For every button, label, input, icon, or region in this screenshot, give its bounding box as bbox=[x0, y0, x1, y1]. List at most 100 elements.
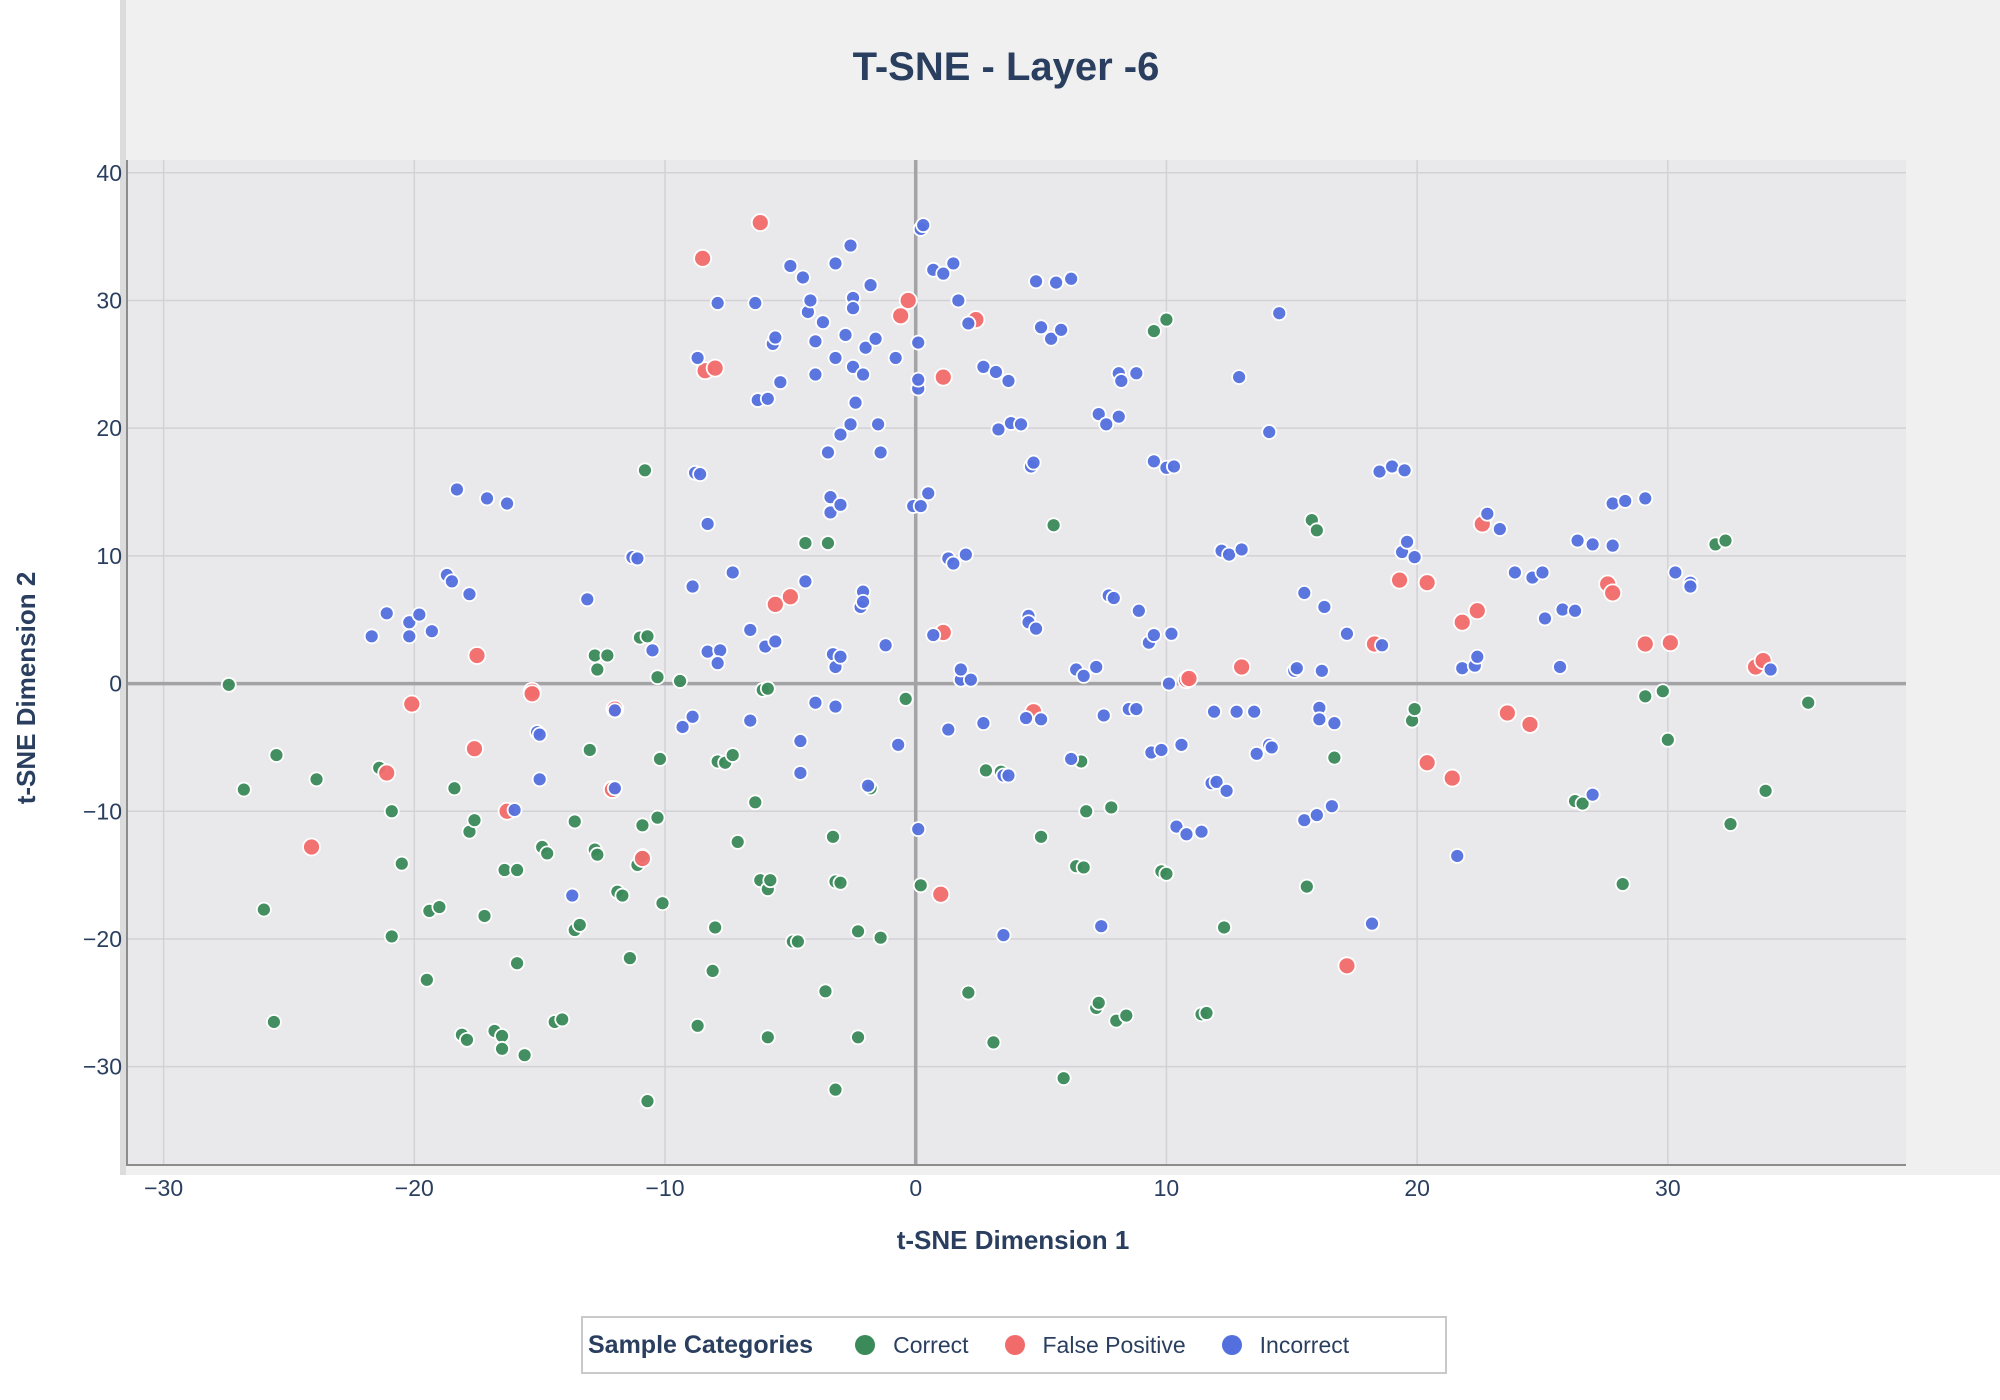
data-point bbox=[870, 416, 887, 433]
data-point bbox=[827, 1081, 844, 1098]
x-tick-label: 30 bbox=[1655, 1175, 1681, 1201]
data-point bbox=[855, 366, 871, 383]
data-point bbox=[383, 803, 400, 820]
data-point bbox=[1198, 1005, 1215, 1021]
data-point bbox=[1018, 710, 1034, 726]
data-points bbox=[220, 213, 1817, 1110]
data-point bbox=[915, 217, 932, 234]
data-point bbox=[1246, 703, 1263, 720]
data-point bbox=[1717, 532, 1734, 549]
data-point bbox=[1552, 659, 1568, 675]
data-point bbox=[1028, 273, 1044, 290]
data-point bbox=[724, 564, 741, 581]
data-point bbox=[1390, 570, 1409, 590]
data-point bbox=[1520, 715, 1540, 734]
y-axis-title: t-SNE Dimension 2 bbox=[11, 572, 41, 805]
data-point bbox=[1173, 736, 1190, 753]
data-point bbox=[1128, 365, 1145, 382]
data-point bbox=[1569, 532, 1586, 549]
data-point bbox=[1603, 583, 1623, 603]
data-point bbox=[1491, 521, 1508, 537]
legend-label-false-positive: False Positive bbox=[1042, 1331, 1186, 1358]
data-point bbox=[825, 828, 841, 845]
x-tick-label: 20 bbox=[1404, 1175, 1430, 1201]
data-point bbox=[842, 237, 859, 254]
data-point bbox=[709, 655, 726, 672]
data-point bbox=[1507, 564, 1523, 581]
data-point bbox=[479, 490, 495, 507]
data-point bbox=[935, 265, 952, 282]
data-point bbox=[1045, 517, 1062, 534]
data-point bbox=[431, 899, 448, 915]
data-point bbox=[1614, 876, 1631, 892]
data-point bbox=[649, 669, 666, 686]
data-point bbox=[1043, 330, 1059, 347]
data-point bbox=[832, 648, 849, 665]
data-point bbox=[767, 633, 784, 650]
legend-item-incorrect[interactable]: Incorrect bbox=[1221, 1332, 1349, 1359]
data-point bbox=[531, 726, 548, 743]
data-point bbox=[1339, 625, 1355, 642]
data-point bbox=[599, 647, 616, 664]
data-point bbox=[709, 295, 726, 311]
data-point bbox=[750, 213, 770, 232]
data-point bbox=[637, 462, 653, 479]
data-point bbox=[302, 837, 321, 857]
data-point bbox=[589, 661, 606, 678]
data-point bbox=[1163, 625, 1180, 642]
data-point bbox=[704, 962, 721, 979]
data-point bbox=[1145, 323, 1162, 340]
data-point bbox=[308, 771, 325, 788]
data-point bbox=[945, 555, 962, 572]
data-point bbox=[910, 371, 927, 388]
data-point bbox=[674, 719, 691, 735]
legend-item-correct[interactable]: Correct bbox=[855, 1332, 969, 1359]
data-point bbox=[897, 690, 914, 707]
data-point bbox=[807, 366, 824, 383]
data-point bbox=[837, 327, 854, 343]
data-point bbox=[1567, 602, 1583, 619]
data-point bbox=[1000, 767, 1017, 784]
data-point bbox=[1654, 683, 1671, 700]
data-point bbox=[759, 680, 776, 697]
data-point bbox=[1374, 637, 1390, 654]
data-point bbox=[705, 358, 725, 378]
data-point bbox=[1637, 688, 1654, 705]
data-point bbox=[995, 927, 1012, 944]
legend-marker-correct bbox=[855, 1335, 876, 1355]
y-tick-label: 10 bbox=[96, 543, 122, 569]
data-point bbox=[1337, 956, 1357, 976]
data-point bbox=[797, 535, 814, 552]
data-point bbox=[1604, 495, 1621, 512]
data-point bbox=[855, 593, 871, 610]
data-point bbox=[925, 627, 942, 643]
data-point bbox=[444, 573, 460, 590]
data-point bbox=[402, 694, 422, 714]
data-point bbox=[1078, 803, 1095, 820]
data-point bbox=[266, 1014, 282, 1030]
data-point bbox=[1193, 823, 1210, 840]
data-point bbox=[649, 809, 666, 826]
data-point bbox=[960, 984, 977, 1001]
data-point bbox=[832, 874, 849, 891]
data-point bbox=[1406, 549, 1423, 566]
y-tick-label: −20 bbox=[83, 926, 122, 952]
data-point bbox=[449, 481, 465, 498]
data-point bbox=[639, 1093, 656, 1110]
data-point bbox=[817, 983, 834, 1000]
data-point bbox=[772, 374, 789, 391]
data-point bbox=[872, 929, 889, 946]
legend: Sample Categories Correct False Positive… bbox=[581, 1316, 1447, 1374]
data-point bbox=[1417, 753, 1437, 773]
data-point bbox=[1208, 773, 1225, 790]
data-point bbox=[1130, 602, 1147, 619]
data-point bbox=[1118, 1007, 1135, 1024]
data-point bbox=[459, 1031, 475, 1048]
legend-item-false-positive[interactable]: False Positive bbox=[1004, 1331, 1186, 1359]
data-point bbox=[1660, 633, 1680, 653]
data-point bbox=[712, 642, 729, 659]
data-point bbox=[860, 777, 876, 794]
data-point bbox=[684, 578, 701, 595]
data-point bbox=[729, 834, 746, 850]
y-tick-label: −30 bbox=[83, 1054, 122, 1080]
